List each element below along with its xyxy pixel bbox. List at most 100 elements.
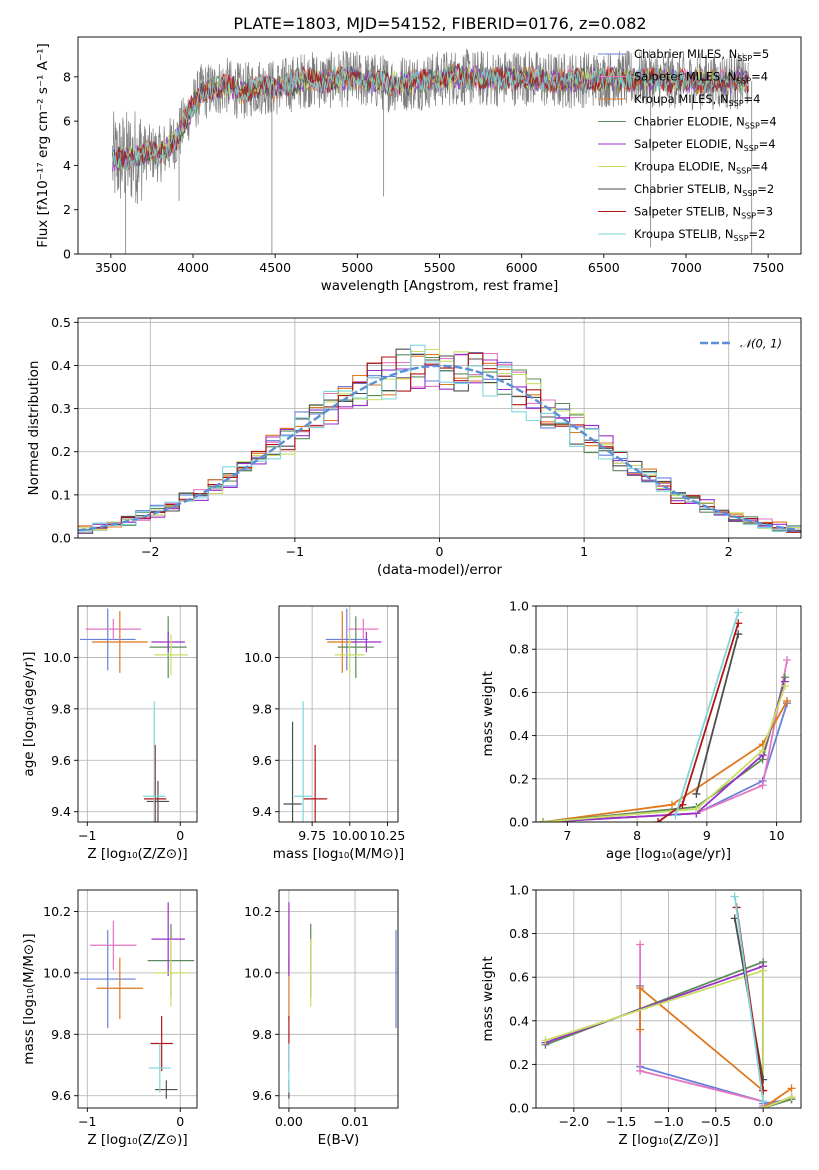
legend-label: Chabrier ELODIE, NSSP=4	[634, 115, 777, 131]
x-tick-label: 4500	[259, 260, 291, 275]
x-tick-label: 7	[563, 828, 571, 843]
mass-weight-marker	[783, 656, 792, 664]
errorbar-chabrier-miles	[325, 608, 368, 671]
y-tick-label: 9.4	[252, 804, 272, 819]
chart-age_vs_mass: 9.75 10.00 10.25 9.4 9.6 9.8 10.0 mass [log₁₀(M…	[244, 605, 406, 862]
y-tick-label: 9.6	[51, 753, 71, 768]
y-tick-label: 0	[63, 247, 71, 262]
chart-spectrum: 3500 4000 4500 5000 5500 6000 6500 7000 7500 0 2 4 6…	[35, 36, 802, 294]
x-tick-label: −1	[78, 828, 96, 843]
x-tick-label: 6000	[506, 260, 538, 275]
mass-weight-marker	[730, 892, 739, 901]
legend-label: 𝒩(0, 1)	[740, 337, 782, 351]
errorbar-salpeter-miles	[90, 920, 137, 970]
mass-weight-marker	[734, 608, 743, 617]
plot-area	[112, 48, 753, 254]
errorbar-kroupa-elodie	[334, 634, 365, 676]
mass-weight-marker	[783, 697, 792, 706]
errorbar-chabrier-stelib	[283, 721, 302, 822]
x-axis-label: mass [log₁₀(M/M⊙)]	[273, 846, 404, 862]
mass-weight-series-salpeter-miles	[538, 656, 792, 822]
mass-weight-marker	[636, 940, 645, 949]
axes-frame	[77, 605, 198, 823]
errorbar-kroupa-miles	[91, 611, 148, 673]
residual-legend: 𝒩(0, 1)	[700, 337, 782, 351]
y-tick-label: 0.4	[509, 1013, 529, 1028]
y-axis-label: mass weight	[480, 956, 496, 1041]
y-tick-label: 6	[63, 114, 71, 129]
axes-frame	[535, 605, 802, 823]
mass-weight-marker	[759, 966, 768, 975]
mass-weight-marker	[692, 805, 701, 814]
y-tick-label: 0.6	[509, 685, 529, 700]
y-tick-label: 9.8	[252, 1027, 272, 1042]
chart-mass_vs_EBV: 0.00 0.01 9.6 9.8 10.0 10.2 E(B-V)	[244, 889, 399, 1148]
plot-area	[78, 344, 801, 534]
mass-weight-marker	[759, 1086, 768, 1095]
errorbar-salpeter-elodie	[351, 631, 382, 653]
y-tick-label: 10.0	[244, 650, 272, 665]
legend-label: Salpeter ELODIE, NSSP=4	[634, 137, 776, 153]
y-tick-label: 1.0	[509, 599, 529, 614]
y-tick-label: 0.2	[509, 1057, 529, 1072]
plot-area	[541, 892, 796, 1108]
normal-curve	[78, 364, 799, 532]
x-tick-label: 0.0	[753, 1114, 773, 1129]
mass-weight-marker	[692, 789, 701, 798]
y-tick-label: 10.0	[43, 965, 71, 980]
mass-weight-line	[542, 700, 788, 822]
mass-weight-series-salpeter-stelib	[654, 619, 743, 822]
x-tick-label: 7000	[670, 260, 702, 275]
chart-massweight_vs_age: 7 8 9 10 0.0 0.2 0.4 0.6 0.8 1.0 age [log₁₀(age/yr…	[480, 599, 802, 862]
spectrum-legend: Chabrier MILES, NSSP=5 Salpeter MILES, NS…	[598, 47, 777, 243]
mass-weight-marker	[758, 781, 767, 790]
mass-weight-line	[542, 659, 788, 822]
x-tick-label: 3500	[95, 260, 127, 275]
x-tick-label: 9.75	[298, 828, 326, 843]
mass-weight-marker	[538, 818, 547, 822]
errorbar-chabrier-miles	[79, 608, 136, 671]
mass-weight-marker	[667, 800, 676, 809]
x-axis-label: Z [log₁₀(Z/Z⊙)]	[87, 846, 187, 862]
mass-weight-marker	[541, 1036, 550, 1045]
figure-title: PLATE=1803, MJD=54152, FIBERID=0176, z=0…	[233, 14, 646, 33]
x-axis-label: Z [log₁₀(Z/Z⊙)]	[87, 1132, 187, 1148]
x-tick-label: −2.0	[559, 1114, 589, 1129]
legend-label: Kroupa STELIB, NSSP=2	[634, 227, 765, 243]
y-tick-label: 0.8	[509, 642, 529, 657]
legend-label: Kroupa ELODIE, NSSP=4	[634, 160, 768, 176]
plot-area	[288, 902, 397, 1099]
x-tick-label: 10.25	[370, 828, 406, 843]
y-tick-label: 0.3	[51, 401, 71, 416]
legend-label: Chabrier STELIB, NSSP=2	[634, 182, 774, 198]
x-axis-label: (data-model)/error	[377, 562, 503, 578]
y-tick-label: 10.0	[43, 650, 71, 665]
mass-weight-line	[733, 896, 764, 1102]
y-axis-label: Normed distribution	[26, 361, 42, 496]
x-tick-label: −2	[141, 544, 159, 559]
x-tick-label: 5000	[341, 260, 373, 275]
plot-area	[283, 608, 382, 822]
errorbar-salpeter-elodie	[151, 631, 185, 653]
x-tick-label: 1	[580, 544, 588, 559]
legend-label: Salpeter MILES, NSSP=4	[634, 70, 768, 86]
chart-residuals: −2 −1 0 1 2 0.0 0.1 0.2 0.3 0.4 0.5 (data-model)/er…	[26, 315, 802, 578]
x-tick-label: 10.00	[332, 828, 368, 843]
x-axis-label: E(B-V)	[318, 1132, 360, 1148]
y-tick-label: 9.6	[51, 1088, 71, 1103]
mass-weight-marker	[758, 746, 767, 755]
errorbar-salpeter-miles	[85, 618, 142, 640]
errorbar-kroupa-stelib	[143, 701, 166, 822]
x-tick-label: 10	[769, 828, 785, 843]
errorbar-kroupa-stelib	[294, 701, 313, 822]
errorbar-chabrier-elodie	[337, 616, 374, 678]
mass-weight-line	[542, 685, 786, 822]
y-axis-label: age [log₁₀(age/yr)]	[21, 651, 37, 776]
y-tick-label: 0.4	[51, 358, 71, 373]
axes-frame	[77, 889, 198, 1109]
y-tick-label: 9.6	[252, 1088, 272, 1103]
x-tick-label: −1.0	[653, 1114, 683, 1129]
model-line-kroupa-stelib	[112, 65, 749, 171]
x-tick-label: −1.5	[606, 1114, 636, 1129]
x-tick-label: 6500	[588, 260, 620, 275]
